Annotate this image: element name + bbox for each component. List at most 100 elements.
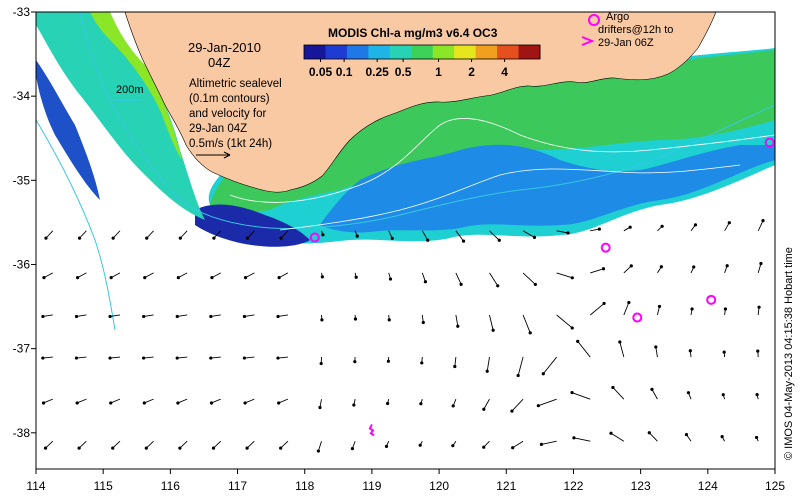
y-tick-label: -35 xyxy=(13,173,31,187)
velocity-arrow-head xyxy=(321,233,325,237)
colorbar-frame xyxy=(303,44,541,60)
velocity-arrow xyxy=(42,314,53,317)
velocity-arrow-head xyxy=(111,446,115,450)
velocity-arrow xyxy=(211,272,221,279)
velocity-arrow xyxy=(110,398,121,404)
colorbar-segment xyxy=(432,45,455,59)
velocity-arrow-head xyxy=(570,326,574,330)
colorbar-segment xyxy=(304,45,326,59)
velocity-arrow xyxy=(455,314,459,327)
velocity-arrow-head xyxy=(754,435,759,440)
velocity-arrow xyxy=(541,440,557,445)
velocity-arrow xyxy=(146,230,154,239)
x-axis-ticks: 114 115 116 117 118 119 120 121 122 123 124 125 xyxy=(26,469,785,493)
velocity-arrow-head xyxy=(75,401,79,405)
velocity-arrow xyxy=(112,230,121,239)
colorbar-segment xyxy=(475,45,498,59)
velocity-arrow-head xyxy=(43,446,48,450)
velocity-arrow-head xyxy=(142,401,146,405)
argo-float-marker xyxy=(309,232,320,243)
velocity-arrow xyxy=(317,441,322,452)
velocity-arrow-head xyxy=(320,318,324,322)
velocity-arrow xyxy=(178,272,188,279)
velocity-arrow-head xyxy=(318,405,322,410)
velocity-arrow xyxy=(244,398,255,404)
x-tick-label: 116 xyxy=(161,479,180,493)
velocity-arrow-head xyxy=(279,446,283,450)
velocity-arrow xyxy=(511,398,524,412)
velocity-arrow-head xyxy=(175,314,179,319)
velocity-arrow-head xyxy=(570,391,574,395)
x-tick-label: 120 xyxy=(429,479,449,493)
velocity-arrow-head xyxy=(725,264,729,268)
velocity-arrow-head xyxy=(597,227,601,231)
velocity-arrow xyxy=(78,440,87,449)
velocity-arrow-head xyxy=(353,360,357,364)
x-tick-label: 119 xyxy=(362,479,381,493)
velocity-arrow xyxy=(455,272,462,285)
velocity-arrow-head xyxy=(721,393,725,397)
velocity-arrow xyxy=(43,272,54,279)
colorbar-tick-label: 0.1 xyxy=(336,65,353,79)
velocity-arrow-head xyxy=(720,434,724,439)
velocity-arrow-head xyxy=(601,267,606,271)
velocity-arrow-head xyxy=(176,276,180,280)
colorbar-tick-label: 0.5 xyxy=(395,65,412,79)
velocity-arrow-head xyxy=(42,276,46,280)
velocity-arrow xyxy=(573,437,591,442)
velocity-arrow-head xyxy=(277,401,281,405)
velocity-arrow-head xyxy=(482,445,486,449)
velocity-arrow xyxy=(112,440,121,449)
colorbar-tick-label: 2 xyxy=(468,65,475,79)
velocity-arrow-head xyxy=(611,385,615,390)
velocity-arrow xyxy=(648,432,658,442)
velocity-arrow-head xyxy=(276,356,280,360)
velocity-arrow xyxy=(144,272,154,279)
velocity-arrow-head xyxy=(657,304,662,309)
velocity-arrow xyxy=(277,314,288,317)
velocity-arrow-head xyxy=(175,356,179,360)
velocity-arrow-head xyxy=(759,261,763,266)
velocity-arrow xyxy=(210,356,221,359)
velocity-arrow-head xyxy=(536,404,540,408)
velocity-arrow-head xyxy=(178,236,182,240)
velocity-arrow xyxy=(144,398,154,404)
isobath-200m-line xyxy=(79,12,775,229)
velocity-arrow xyxy=(109,356,121,359)
velocity-arrow-head xyxy=(690,307,694,311)
velocity-arrow xyxy=(522,272,536,285)
velocity-arrow-head xyxy=(421,320,425,325)
argo-legend-circle xyxy=(588,14,600,26)
velocity-arrow xyxy=(143,314,154,317)
velocity-arrow-head xyxy=(386,359,390,363)
velocity-arrow-head xyxy=(316,449,320,453)
velocity-arrow xyxy=(623,302,630,316)
velocity-arrow xyxy=(177,314,188,317)
velocity-arrow xyxy=(146,440,154,449)
velocity-arrow-head xyxy=(108,314,112,319)
velocity-arrow xyxy=(757,263,762,274)
description-line-1: Altimetric sealevel xyxy=(189,78,282,90)
argo-float-marker xyxy=(600,242,611,253)
x-tick-label: 125 xyxy=(765,479,785,493)
velocity-arrow xyxy=(651,389,658,400)
colorbar-tick-label: 0.25 xyxy=(365,65,389,79)
x-tick-label: 115 xyxy=(94,479,113,493)
chlorophyll-band-deep xyxy=(195,204,310,247)
plot-frame xyxy=(35,11,776,470)
sealevel-contour-2 xyxy=(279,164,741,231)
velocity-arrow xyxy=(517,356,524,376)
velocity-arrow xyxy=(623,265,632,274)
velocity-arrow xyxy=(571,392,591,400)
velocity-arrow-head xyxy=(647,431,651,435)
argo-drifter-track xyxy=(368,423,375,437)
velocity-arrow-head xyxy=(41,401,46,405)
velocity-arrow xyxy=(246,440,255,449)
velocity-arrow-head xyxy=(496,284,500,288)
x-tick-label: 118 xyxy=(295,479,314,493)
description-line-2: (0.1m contours) xyxy=(189,93,270,105)
chlorophyll-west-band xyxy=(36,12,205,220)
velocity-arrow-head xyxy=(277,276,281,280)
velocity-arrow-head xyxy=(566,231,570,235)
colorbar xyxy=(303,44,541,60)
